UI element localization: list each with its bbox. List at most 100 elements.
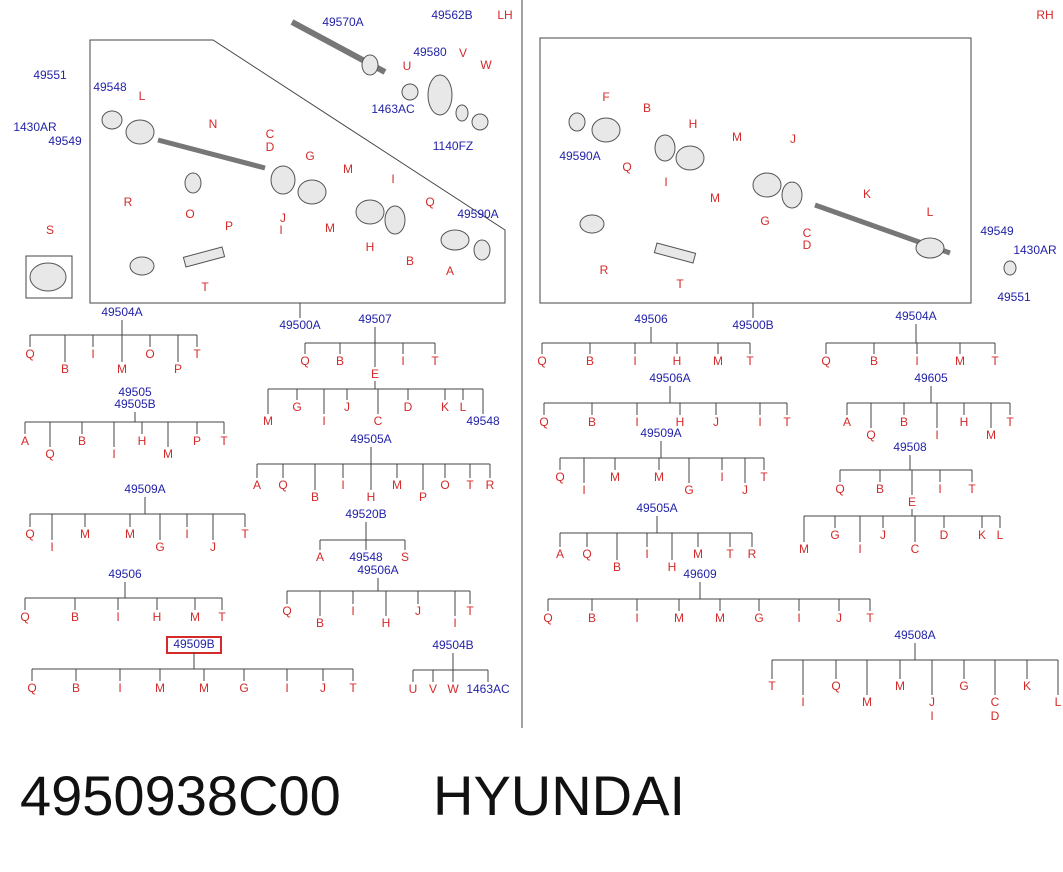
child-label: M	[80, 527, 90, 541]
lh-box	[89, 39, 506, 304]
lh-label: LH	[497, 8, 512, 22]
child-label: B	[900, 415, 908, 429]
child-label: U	[409, 682, 418, 696]
child-label: A	[843, 415, 851, 429]
child-label: I	[582, 483, 585, 497]
child-label: M	[955, 354, 965, 368]
child-label: J	[344, 400, 350, 414]
child-label: E	[908, 495, 916, 509]
child-label: T	[783, 415, 791, 429]
part-letter: Q	[622, 160, 631, 174]
child-label: Q	[45, 447, 54, 461]
part-number: 49549	[48, 134, 82, 148]
child-label: I	[401, 354, 404, 368]
child-label: I	[185, 527, 188, 541]
child-label: T	[431, 354, 439, 368]
assembly-number: 49505B	[114, 397, 155, 411]
part-letter: H	[366, 240, 375, 254]
child-label: B	[870, 354, 878, 368]
child-label: T	[768, 679, 776, 693]
part-letter: P	[225, 219, 233, 233]
child-label: H	[138, 434, 147, 448]
child-label: M	[799, 542, 809, 556]
child-label: J	[742, 483, 748, 497]
child-label: C	[991, 695, 1000, 709]
child-label: D	[940, 528, 949, 542]
assembly-number: 49508A	[894, 628, 935, 642]
child-label: M	[713, 354, 723, 368]
part-number: 49562B	[431, 8, 472, 22]
part-number: 49500A	[279, 318, 320, 332]
part-number: 49590A	[559, 149, 600, 163]
child-label: I	[758, 415, 761, 429]
child-label: M	[163, 447, 173, 461]
child-label: M	[674, 611, 684, 625]
part-letter: T	[201, 280, 209, 294]
child-label: J	[320, 681, 326, 695]
assembly-number: 49506	[108, 567, 142, 581]
child-label: M	[199, 681, 209, 695]
part-letter: W	[480, 58, 492, 72]
assembly-number: 49506A	[357, 563, 398, 577]
child-label: J	[836, 611, 842, 625]
part-letter: H	[689, 117, 698, 131]
footer-part-number: 4950938C00	[20, 764, 341, 827]
assembly-number: 49509A	[640, 426, 681, 440]
part-number: 1463AC	[371, 102, 415, 116]
child-label: T	[241, 527, 249, 541]
child-label: M	[895, 679, 905, 693]
part-number: 49570A	[322, 15, 363, 29]
child-label: B	[336, 354, 344, 368]
child-label: G	[959, 679, 968, 693]
child-label: T	[218, 610, 226, 624]
child-label: T	[760, 470, 768, 484]
child-label: T	[866, 611, 874, 625]
child-label: I	[938, 482, 941, 496]
child-label: P	[419, 490, 427, 504]
part-number: 1430AR	[1013, 243, 1057, 257]
child-label: M	[155, 681, 165, 695]
child-label: J	[929, 695, 935, 709]
child-label: I	[341, 478, 344, 492]
child-label: Q	[27, 681, 36, 695]
part-letter: L	[927, 205, 934, 219]
child-label: M	[654, 470, 664, 484]
child-label: K	[978, 528, 986, 542]
child-label: Q	[543, 611, 552, 625]
part-letter: K	[863, 187, 871, 201]
child-label: S	[401, 550, 409, 564]
child-label: Q	[537, 354, 546, 368]
child-label: A	[21, 434, 29, 448]
rh-box	[539, 37, 972, 304]
assembly-number: 49506A	[649, 371, 690, 385]
assembly-number: 49506	[634, 312, 668, 326]
child-label: T	[466, 478, 474, 492]
part-number: 1140FZ	[433, 139, 473, 153]
part-number: 49548	[93, 80, 127, 94]
child-label: A	[316, 550, 324, 564]
assembly-number: 49505A	[636, 501, 677, 515]
assembly-number: 49520B	[345, 507, 386, 521]
child-label: J	[713, 415, 719, 429]
part-number: 49549	[980, 224, 1014, 238]
child-label: B	[588, 611, 596, 625]
child-label: B	[78, 434, 86, 448]
child-label: D	[404, 400, 413, 414]
child-label: T	[746, 354, 754, 368]
footer-brand: HYUNDAI	[433, 764, 685, 827]
child-label: H	[367, 490, 376, 504]
assembly-number: 49508	[893, 440, 927, 454]
child-label: D	[991, 709, 1000, 723]
child-label: Q	[866, 428, 875, 442]
assembly-number: 49504B	[432, 638, 473, 652]
child-label: E	[371, 367, 379, 381]
child-label: B	[876, 482, 884, 496]
part-letter: C	[266, 127, 275, 141]
part-letter: Q	[425, 195, 434, 209]
child-label: I	[453, 616, 456, 630]
child-label: I	[720, 470, 723, 484]
part-letter: N	[209, 117, 218, 131]
child-label: A	[556, 547, 564, 561]
child-label: G	[155, 540, 164, 554]
